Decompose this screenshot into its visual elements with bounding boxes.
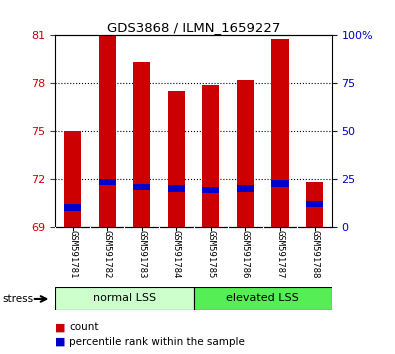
Bar xyxy=(133,183,150,190)
Text: GSM591788: GSM591788 xyxy=(310,230,319,278)
Bar xyxy=(64,204,81,211)
Bar xyxy=(271,180,289,187)
Text: ■: ■ xyxy=(55,337,66,347)
Bar xyxy=(202,187,220,193)
Bar xyxy=(237,185,254,192)
Text: GSM591785: GSM591785 xyxy=(206,230,215,278)
Bar xyxy=(194,287,332,310)
Bar xyxy=(237,80,254,227)
Bar xyxy=(271,39,289,227)
Title: GDS3868 / ILMN_1659227: GDS3868 / ILMN_1659227 xyxy=(107,21,280,34)
Text: count: count xyxy=(69,322,99,332)
Bar xyxy=(306,182,323,227)
Text: GSM591787: GSM591787 xyxy=(275,230,284,278)
Text: GSM591782: GSM591782 xyxy=(103,230,112,278)
Text: normal LSS: normal LSS xyxy=(93,293,156,303)
Bar xyxy=(202,85,220,227)
Text: percentile rank within the sample: percentile rank within the sample xyxy=(69,337,245,347)
Text: ■: ■ xyxy=(55,322,66,332)
Text: stress: stress xyxy=(2,294,33,304)
Text: GSM591783: GSM591783 xyxy=(137,230,146,278)
Text: GSM591781: GSM591781 xyxy=(68,230,77,278)
Bar xyxy=(306,201,323,207)
Bar xyxy=(55,287,194,310)
Bar xyxy=(98,179,116,185)
Text: GSM591786: GSM591786 xyxy=(241,230,250,278)
Text: elevated LSS: elevated LSS xyxy=(226,293,299,303)
Bar xyxy=(167,185,185,192)
Bar xyxy=(133,62,150,227)
Bar xyxy=(64,131,81,227)
Bar xyxy=(98,35,116,227)
Text: GSM591784: GSM591784 xyxy=(172,230,181,278)
Bar xyxy=(167,91,185,227)
